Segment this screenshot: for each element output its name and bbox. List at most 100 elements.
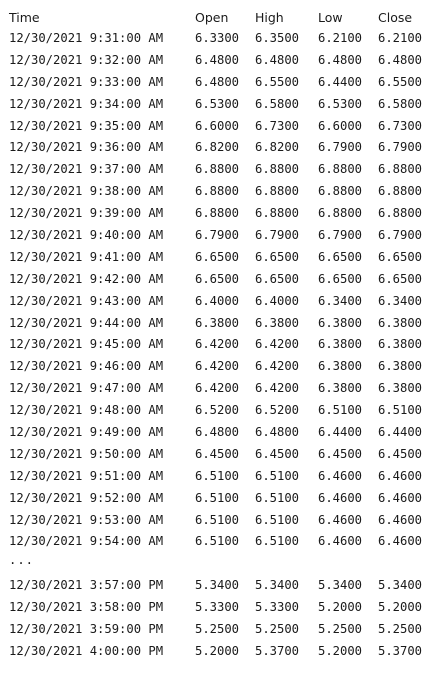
cell-low: 6.3800: [318, 337, 363, 352]
cell-low: 6.8800: [318, 162, 363, 177]
cell-high: 6.5800: [255, 96, 300, 111]
table-row: 12/30/2021 9:40:00 AM 6.7900 6.7900 6.7900 6…: [9, 225, 429, 247]
cell-low: 6.8800: [318, 184, 363, 199]
cell-high: 6.5200: [255, 403, 300, 418]
cell-low: 6.4400: [318, 425, 363, 440]
table-row: 12/30/2021 9:45:00 AM 6.4200 6.4200 6.3800 6…: [9, 334, 429, 356]
cell-close: 6.8800: [378, 184, 423, 199]
cell-open: 6.6500: [195, 249, 240, 264]
cell-close: 5.2000: [378, 600, 423, 615]
table-row: 12/30/2021 9:42:00 AM 6.6500 6.6500 6.6500 6…: [9, 269, 429, 291]
cell-close: 6.4600: [378, 490, 423, 505]
cell-close: 6.4600: [378, 534, 423, 549]
cell-open: 5.2500: [195, 622, 240, 637]
cell-low: 6.7900: [318, 228, 363, 243]
cell-time: 12/30/2021 3:59:00 PM: [9, 622, 164, 637]
cell-high: 6.7300: [255, 118, 300, 133]
cell-time: 12/30/2021 9:31:00 AM: [9, 31, 164, 45]
cell-high: 6.6500: [255, 271, 300, 286]
table-row: 12/30/2021 4:00:00 PM 5.2000 5.3700 5.2000 5…: [9, 641, 429, 663]
cell-open: 6.7900: [195, 228, 240, 243]
cell-open: 6.4800: [195, 52, 240, 67]
cell-open: 6.5100: [195, 512, 240, 527]
table-row: 12/30/2021 9:32:00 AM 6.4800 6.4800 6.4800 6…: [9, 50, 429, 72]
cell-time: 12/30/2021 9:32:00 AM: [9, 52, 164, 67]
table-row: 12/30/2021 9:48:00 AM 6.5200 6.5200 6.5100 6…: [9, 400, 429, 422]
cell-high: 5.3300: [255, 600, 300, 615]
cell-open: 6.4800: [195, 74, 240, 89]
cell-time: 12/30/2021 9:47:00 AM: [9, 381, 164, 396]
header-open: Open: [195, 10, 229, 25]
table-row: 12/30/2021 9:44:00 AM 6.3800 6.3800 6.3800 6…: [9, 313, 429, 335]
cell-open: 6.4200: [195, 381, 240, 396]
cell-open: 6.8800: [195, 162, 240, 177]
cell-low: 6.6500: [318, 271, 363, 286]
cell-close: 6.4600: [378, 468, 423, 483]
cell-close: 6.8800: [378, 162, 423, 177]
cell-low: 6.8800: [318, 206, 363, 221]
table-row: 12/30/2021 3:57:00 PM 5.3400 5.3400 5.3400 5…: [9, 575, 429, 597]
cell-close: 5.2500: [378, 622, 423, 637]
cell-open: 6.4500: [195, 446, 240, 461]
cell-close: 6.7900: [378, 228, 423, 243]
cell-time: 12/30/2021 4:00:00 PM: [9, 643, 164, 658]
table-row: 12/30/2021 9:47:00 AM 6.4200 6.4200 6.3800 6…: [9, 378, 429, 400]
cell-high: 6.4200: [255, 381, 300, 396]
table-row: 12/30/2021 9:34:00 AM 6.5300 6.5800 6.5300 6…: [9, 94, 429, 116]
cell-high: 6.5100: [255, 468, 300, 483]
cell-open: 6.5300: [195, 96, 240, 111]
cell-open: 6.5100: [195, 490, 240, 505]
cell-low: 5.3400: [318, 578, 363, 593]
table-row: 12/30/2021 9:54:00 AM 6.5100 6.5100 6.4600 6…: [9, 531, 429, 553]
cell-open: 6.5200: [195, 403, 240, 418]
cell-time: 12/30/2021 9:51:00 AM: [9, 468, 164, 483]
cell-low: 6.3800: [318, 315, 363, 330]
cell-time: 12/30/2021 9:41:00 AM: [9, 249, 164, 264]
table-row: 12/30/2021 9:31:00 AM 6.3300 6.3500 6.2100 6…: [9, 28, 429, 50]
cell-high: 6.5500: [255, 74, 300, 89]
cell-low: 6.4400: [318, 74, 363, 89]
cell-high: 6.5100: [255, 490, 300, 505]
cell-time: 12/30/2021 9:40:00 AM: [9, 228, 164, 243]
header-time: Time: [9, 10, 40, 25]
cell-time: 12/30/2021 9:48:00 AM: [9, 403, 164, 418]
cell-low: 6.5100: [318, 403, 363, 418]
cell-open: 5.3400: [195, 578, 240, 593]
table-body-bottom: 12/30/2021 3:57:00 PM 5.3400 5.3400 5.3400 5…: [9, 575, 429, 663]
table-row: 12/30/2021 9:51:00 AM 6.5100 6.5100 6.4600 6…: [9, 466, 429, 488]
cell-high: 5.3700: [255, 643, 300, 658]
table-row: 12/30/2021 9:36:00 AM 6.8200 6.8200 6.7900 6…: [9, 137, 429, 159]
cell-close: 6.7300: [378, 118, 423, 133]
cell-close: 6.4800: [378, 52, 423, 67]
cell-low: 5.2000: [318, 643, 363, 658]
cell-open: 6.5100: [195, 468, 240, 483]
cell-close: 6.7900: [378, 140, 423, 155]
table-row: 12/30/2021 9:33:00 AM 6.4800 6.5500 6.4400 6…: [9, 72, 429, 94]
cell-low: 6.5300: [318, 96, 363, 111]
cell-open: 6.4800: [195, 425, 240, 440]
table-row: 12/30/2021 3:59:00 PM 5.2500 5.2500 5.2500 5…: [9, 619, 429, 641]
cell-close: 6.5100: [378, 403, 423, 418]
cell-time: 12/30/2021 9:38:00 AM: [9, 184, 164, 199]
cell-high: 6.8800: [255, 162, 300, 177]
cell-time: 12/30/2021 9:36:00 AM: [9, 140, 164, 155]
cell-time: 12/30/2021 9:44:00 AM: [9, 315, 164, 330]
cell-time: 12/30/2021 3:58:00 PM: [9, 600, 164, 615]
cell-time: 12/30/2021 9:37:00 AM: [9, 162, 164, 177]
cell-low: 6.4600: [318, 512, 363, 527]
cell-high: 6.7900: [255, 228, 300, 243]
cell-close: 6.6500: [378, 271, 423, 286]
cell-low: 6.6500: [318, 249, 363, 264]
cell-high: 6.4800: [255, 425, 300, 440]
table-row: 12/30/2021 9:38:00 AM 6.8800 6.8800 6.8800 6…: [9, 181, 429, 203]
cell-high: 6.4500: [255, 446, 300, 461]
cell-high: 6.4200: [255, 359, 300, 374]
cell-close: 6.3400: [378, 293, 423, 308]
table-header: Time Open High Low Close: [9, 6, 429, 28]
cell-low: 5.2000: [318, 600, 363, 615]
cell-time: 12/30/2021 9:45:00 AM: [9, 337, 164, 352]
ellipsis-row: ...: [9, 553, 429, 575]
cell-high: 6.4000: [255, 293, 300, 308]
table-row: 12/30/2021 9:50:00 AM 6.4500 6.4500 6.4500 6…: [9, 444, 429, 466]
cell-low: 6.7900: [318, 140, 363, 155]
